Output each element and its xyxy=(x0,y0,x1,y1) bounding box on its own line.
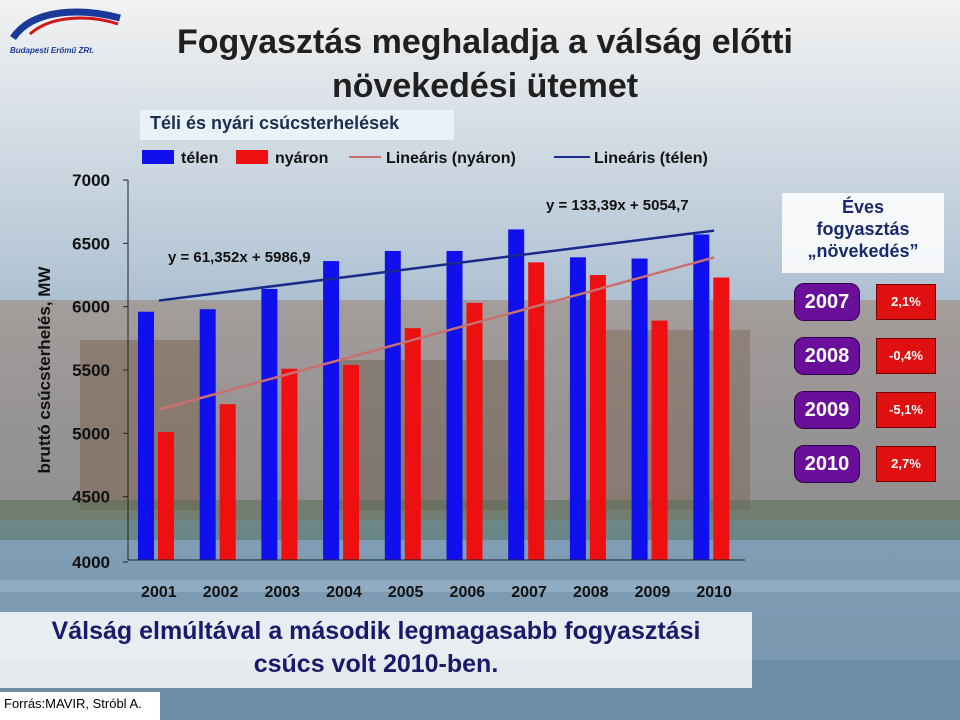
x-tick-label: 2008 xyxy=(573,584,609,601)
x-tick-label: 2002 xyxy=(203,584,239,601)
x-tick-label: 2007 xyxy=(511,584,547,601)
y-axis-label: bruttó csúcsterhelés, MW xyxy=(35,266,54,474)
chart-legend: télen nyáron Lineáris (nyáron) Lineáris … xyxy=(142,150,708,167)
bars xyxy=(138,229,730,560)
chart-subtitle: Téli és nyári csúcsterhelések xyxy=(150,113,400,133)
legend-label-winter: télen xyxy=(181,150,218,167)
legend-label-summer: nyáron xyxy=(275,150,328,167)
y-tick-label: 6500 xyxy=(72,234,110,253)
x-tick-label: 2010 xyxy=(696,584,732,601)
x-tick-label: 2001 xyxy=(141,584,177,601)
winter-trend-equation: y = 61,352x + 5986,9 xyxy=(168,249,311,266)
bar-summer-2005 xyxy=(404,328,421,560)
growth-title-box xyxy=(782,193,944,273)
bar-winter-2004 xyxy=(323,261,340,560)
legend-swatch-summer xyxy=(236,150,268,164)
bar-winter-2003 xyxy=(261,288,278,560)
bar-summer-2001 xyxy=(158,432,174,560)
legend-label-summer-trend: Lineáris (nyáron) xyxy=(386,150,516,167)
growth-title-line-3: „növekedés” xyxy=(807,241,919,261)
y-axis: 4000 4500 5000 5500 6000 6500 7000 xyxy=(72,171,129,572)
y-tick-label: 7000 xyxy=(72,171,110,190)
bar-summer-2007 xyxy=(528,262,545,560)
conclusion-line-1: Válság elmúltával a második legmagasabb … xyxy=(51,617,701,645)
growth-value-2008: -0,4% xyxy=(876,338,936,374)
growth-year-2008: 2008 xyxy=(794,337,860,375)
bar-winter-2006 xyxy=(446,250,463,560)
source-note: Forrás:MAVIR, Stróbl A. xyxy=(4,696,142,711)
x-tick-label: 2003 xyxy=(264,584,300,601)
x-tick-label: 2005 xyxy=(388,584,424,601)
legend-swatch-winter xyxy=(142,150,174,164)
growth-title-line-1: Éves xyxy=(841,197,885,217)
y-tick-label: 6000 xyxy=(72,298,110,317)
y-tick-label: 4000 xyxy=(72,553,110,572)
bar-summer-2004 xyxy=(343,364,360,560)
page-title-line-1: Fogyasztás meghaladja a válság előtti xyxy=(176,23,793,61)
x-tick-label: 2006 xyxy=(450,584,486,601)
bar-summer-2006 xyxy=(466,302,483,560)
note-box xyxy=(0,612,752,688)
growth-title-line-2: fogyasztás xyxy=(816,219,910,239)
bar-winter-2009 xyxy=(631,258,648,560)
growth-year-2010: 2010 xyxy=(794,445,860,483)
bar-winter-2001 xyxy=(138,311,154,560)
bar-winter-2005 xyxy=(384,250,401,560)
legend-label-winter-trend: Lineáris (télen) xyxy=(594,150,708,167)
annual-growth-panel: Éves fogyasztás „növekedés” 2007 2,1% 20… xyxy=(782,193,946,485)
subtitle-box xyxy=(140,110,454,140)
bar-winter-2010 xyxy=(693,234,710,560)
growth-value-2009: -5,1% xyxy=(876,392,936,428)
growth-value-2010: 2,7% xyxy=(876,446,936,482)
y-tick-label: 4500 xyxy=(72,488,110,507)
bar-summer-2003 xyxy=(281,368,298,560)
growth-year-2009: 2009 xyxy=(794,391,860,429)
y-tick-label: 5500 xyxy=(72,361,110,380)
trendlines xyxy=(158,229,715,411)
bar-winter-2007 xyxy=(508,229,525,560)
growth-year-2007: 2007 xyxy=(794,283,860,321)
bar-summer-2002 xyxy=(219,404,236,560)
x-axis: 2001 2002 2003 2004 2005 2006 2007 2008 2009 2010 xyxy=(128,559,745,601)
growth-value-2007: 2,1% xyxy=(876,284,936,320)
trendline-winter xyxy=(158,229,715,302)
source-box xyxy=(0,692,160,720)
bar-summer-2009 xyxy=(651,320,668,560)
bar-summer-2008 xyxy=(589,275,606,560)
x-tick-label: 2009 xyxy=(635,584,671,601)
growth-title: Éves fogyasztás „növekedés” xyxy=(782,196,944,262)
bar-winter-2008 xyxy=(569,257,586,560)
trendline-summer xyxy=(158,256,715,411)
page-title-line-2: növekedési ütemet xyxy=(331,67,639,105)
summer-trend-equation: y = 133,39x + 5054,7 xyxy=(546,197,689,214)
y-tick-label: 5000 xyxy=(72,424,110,443)
bar-summer-2010 xyxy=(713,277,730,560)
company-logo: Budapesti Erőmű ZRt. xyxy=(10,8,121,55)
logo-text: Budapesti Erőmű ZRt. xyxy=(10,46,94,55)
conclusion-line-2: csúcs volt 2010-ben. xyxy=(253,650,499,678)
bar-winter-2002 xyxy=(199,309,216,560)
x-tick-label: 2004 xyxy=(326,584,362,601)
